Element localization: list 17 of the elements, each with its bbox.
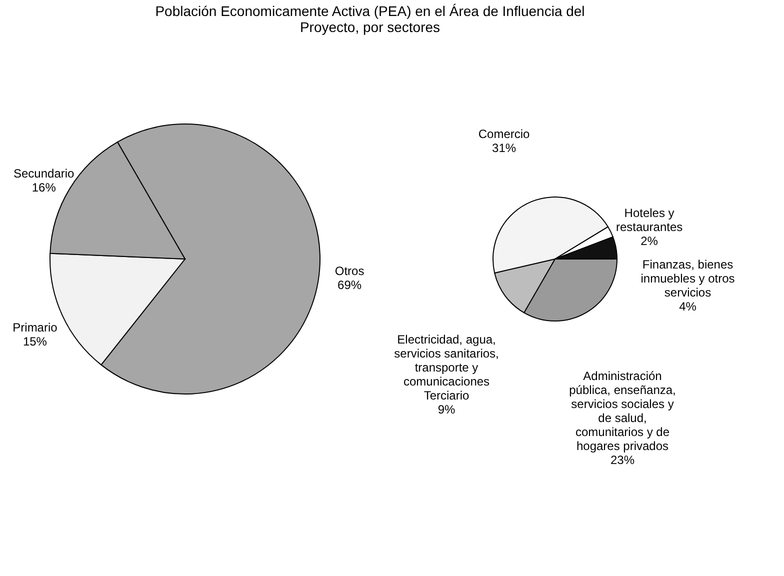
slice-label: Hoteles y restaurantes: [616, 206, 683, 234]
data-label: 23%: [610, 452, 635, 467]
chart-title: Población Economicamente Activa (PEA) en el Área de Influencia del Proyecto, por sectores: [155, 3, 585, 35]
data-label: 9%: [438, 402, 456, 416]
data-label: 4%: [679, 300, 697, 314]
data-label: 16%: [32, 180, 56, 195]
slice-label: Finanzas, bienes inmuebles y otros servicios: [640, 258, 735, 300]
slice-label: Electricidad, agua, servicios sanitarios, transporte y comunicaciones Terciario: [394, 332, 499, 402]
slice-label: Otros: [334, 264, 364, 278]
data-label: 31%: [492, 140, 516, 155]
slice-label: Administración pública, enseñanza, servicios sociales y de salud, comunitarios y de hogares privados: [569, 368, 676, 453]
data-label: 2%: [640, 234, 658, 248]
slice-label: Primario: [12, 320, 58, 335]
data-label: 69%: [338, 278, 362, 292]
slice-label: Comercio: [478, 126, 530, 141]
slice-label: Secundario: [14, 166, 75, 181]
data-label: 15%: [22, 334, 48, 349]
